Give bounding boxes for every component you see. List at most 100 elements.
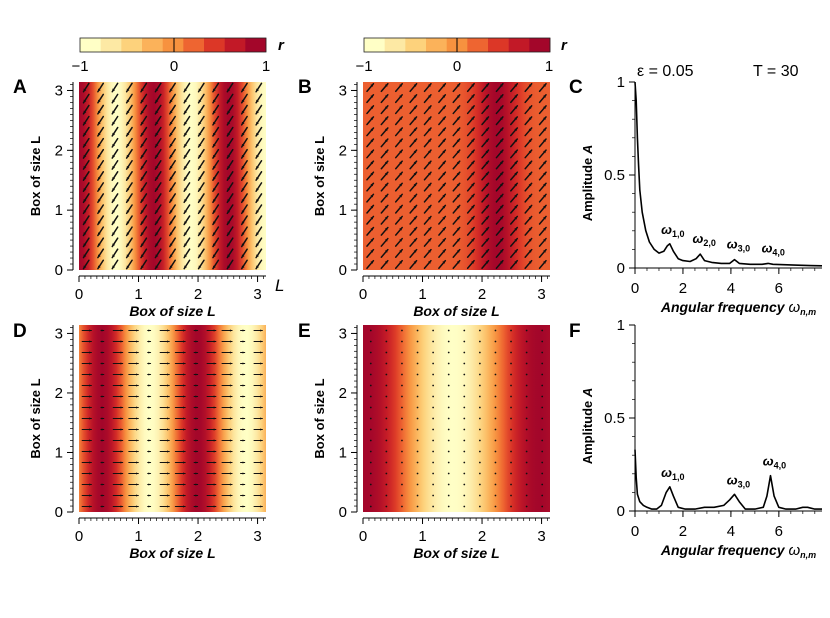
y-tick-label: 3 [339,325,347,342]
vector-arrowhead [241,254,245,258]
vector-arrowhead [485,249,489,253]
vector-arrowhead [256,143,259,148]
vector-arrowhead [195,461,198,464]
vector-arrowhead [427,150,431,154]
vector-arrowhead [528,139,532,143]
vector-arrowhead [120,351,123,354]
vector-arrowhead [198,210,202,214]
vector-arrow [494,395,497,398]
vector-arrow [525,340,528,343]
vector-arrow [401,351,403,354]
vector-arrow [432,362,435,365]
vector-arrow [494,461,497,464]
vector-arrowhead [227,88,231,92]
vector-arrow [369,505,372,508]
vector-arrowhead [543,83,547,87]
vector-arrowhead [83,254,87,258]
vector-arrowhead [167,384,170,387]
vector-arrowhead [442,172,446,176]
x-axis-label-symbol: ω [788,299,800,316]
vector-arrow [385,362,388,365]
peak-label: ω1,0 [661,222,684,239]
vector-arrow [401,329,403,332]
vector-arrowhead [499,260,503,264]
vector-arrowhead [543,205,547,209]
vector-arrow [541,461,544,464]
vector-arrow [525,384,528,387]
vector-arrowhead [485,139,489,143]
vector-arrow [447,395,450,398]
vector-arrow [510,428,512,431]
vector-arrowhead [184,143,187,148]
vector-arrowhead [112,99,116,103]
vector-arrowhead [167,505,170,508]
vector-arrowhead [370,83,374,87]
vector-arrowhead [471,116,475,121]
vector-arrowhead [183,472,186,475]
vector-arrowhead [229,417,233,420]
vector-arrowhead [112,199,116,203]
vector-arrowhead [183,373,186,376]
vector-arrow [447,351,450,354]
vector-arrow [401,439,403,442]
vector-arrow [447,384,450,387]
vector-arrowhead [229,373,233,376]
vector-arrowhead [167,428,170,431]
vector-arrow [447,461,450,464]
vector-arrowhead [198,177,202,181]
vector-arrowhead [184,199,187,203]
vector-arrowhead [242,373,245,376]
vector-arrow [369,428,372,431]
vector-arrowhead [543,105,547,109]
x-tick-label: 6 [775,523,783,540]
vector-arrowhead [198,121,202,125]
vector-arrowhead [399,150,403,154]
vector-arrow [447,417,450,420]
vector-arrowhead [212,254,216,258]
vector-arrowhead [485,127,489,132]
vector-arrow [369,483,372,486]
vector-arrow [494,329,497,332]
vector-arrowhead [242,351,245,354]
y-axis-label: Box of size L [312,378,327,458]
vector-arrowhead [241,165,245,170]
vector-arrowhead [136,439,139,442]
vector-arrowhead [384,227,388,231]
vector-arrow [385,351,388,354]
vector-arrowhead [195,373,198,376]
vector-arrowhead [256,99,259,103]
vector-arrow [525,450,528,453]
vector-arrowhead [543,94,547,98]
vector-arrowhead [242,461,245,464]
panel-label-d: D [13,321,27,342]
peak-label-subscript: 2,0 [703,238,716,248]
peak-label-subscript: 4,0 [774,461,787,471]
vector-arrowhead [89,351,92,354]
vector-arrowhead [89,428,92,431]
vector-arrowhead [195,362,198,365]
vector-arrow [494,373,497,376]
vector-arrow [401,450,403,453]
x-tick-label: 0 [631,523,639,540]
vector-arrow [447,450,450,453]
vector-arrowhead [514,94,518,98]
vector-arrowhead [399,227,403,231]
x-tick-label: 3 [537,528,545,545]
vector-arrowhead [514,260,518,264]
vector-arrowhead [195,494,198,497]
vector-arrowhead [370,161,374,165]
vector-arrowhead [183,428,186,431]
vector-arrow [463,483,466,486]
x-tick-label: 0 [359,286,367,303]
vector-arrowhead [370,227,374,231]
vector-arrowhead [101,340,104,343]
vector-arrowhead [260,351,263,354]
vector-arrowhead [485,105,489,109]
vector-arrowhead [184,88,187,92]
vector-arrowhead [227,165,231,170]
vector-arrowhead [242,362,245,365]
heatmap-field [363,325,550,512]
vector-arrowhead [136,373,139,376]
vector-arrowhead [514,161,518,165]
